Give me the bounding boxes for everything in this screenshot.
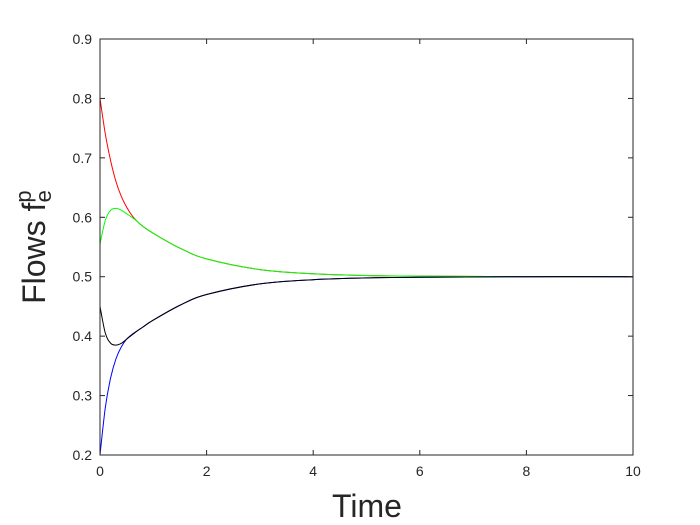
y-axis-label-superscript: p [11,190,36,202]
y-axis-label: Flows fpe [11,190,56,304]
svg-text:Flows fpe: Flows fpe [11,190,56,304]
series-line-3 [99,276,634,346]
series-line-1 [99,207,634,278]
y-tick-label: 0.9 [73,31,93,47]
x-axis-label: Time [332,488,402,524]
y-tick-label: 0.8 [73,90,93,106]
x-tick-labels: 0 2 4 6 8 10 [96,463,641,479]
y-tick-label: 0.2 [73,447,93,463]
y-tick-label: 0.7 [73,150,93,166]
plot-area-background [100,39,633,455]
y-tick-labels: 0.2 0.3 0.4 0.5 0.6 0.7 0.8 0.9 [73,31,93,463]
x-tick-label: 6 [416,463,424,479]
y-tick-label: 0.5 [73,269,93,285]
y-axis-label-subscript: e [31,190,56,202]
series-layer [99,98,634,456]
plot-area-frame [99,38,634,456]
x-tick-label: 10 [625,463,641,479]
x-tick-label: 2 [203,463,211,479]
x-tick-label: 4 [309,463,317,479]
y-tick-label: 0.6 [73,209,93,225]
y-axis-label-main: Flows f [16,202,52,303]
x-tick-label: 0 [96,463,104,479]
x-tick-label: 8 [523,463,531,479]
y-tick-label: 0.4 [73,328,93,344]
y-tick-label: 0.3 [73,388,93,404]
